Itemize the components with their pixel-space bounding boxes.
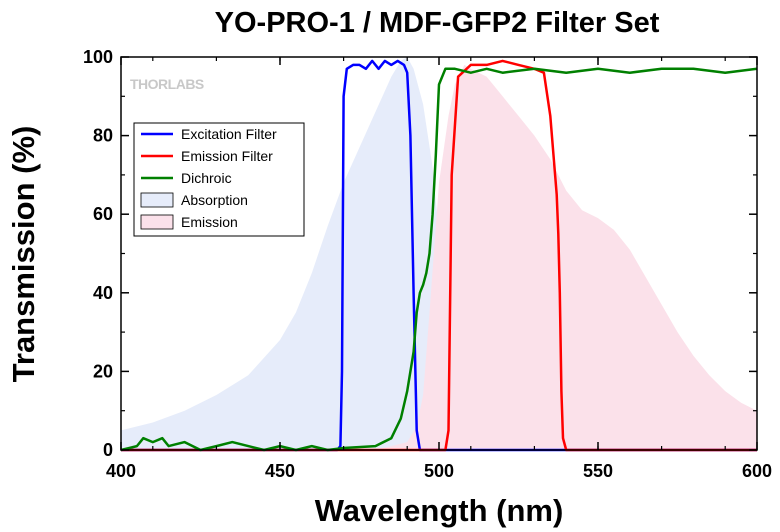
watermark-text: THORLABS [130,76,204,92]
y-tick-label: 0 [103,440,113,460]
legend-swatch-absorption [140,192,174,208]
legend-label-absorption: Absorption [181,192,248,208]
area-layer [121,57,757,451]
series-emission-area [121,64,757,451]
x-tick-label: 600 [742,461,772,481]
legend-swatch-emission [140,214,174,230]
legend-label-emission: Emission [181,214,238,230]
x-tick-label: 500 [424,461,454,481]
x-tick-label: 400 [106,461,136,481]
x-axis-label: Wavelength (nm) [315,493,564,528]
x-tick-label: 450 [265,461,295,481]
legend-label-dichroic: Dichroic [181,170,232,186]
y-tick-label: 100 [83,47,113,67]
series-excitation-filter-line [121,59,757,452]
legend-label-emission-filter: Emission Filter [181,148,273,164]
y-tick-label: 60 [93,204,113,224]
y-axis-label: Transmission (%) [6,126,41,383]
chart-title: YO-PRO-1 / MDF-GFP2 Filter Set [215,7,660,39]
legend: Excitation Filter Emission Filter Dichroic… [133,122,305,237]
axis-ticks: 400 450 500 550 600 0 20 40 60 80 100 [83,47,772,481]
series-emission-filter-line [121,59,757,452]
y-tick-label: 80 [93,126,113,146]
legend-label-excitation-filter: Excitation Filter [181,126,277,142]
y-tick-label: 40 [93,283,113,303]
y-tick-label: 20 [93,361,113,381]
x-tick-label: 550 [583,461,613,481]
